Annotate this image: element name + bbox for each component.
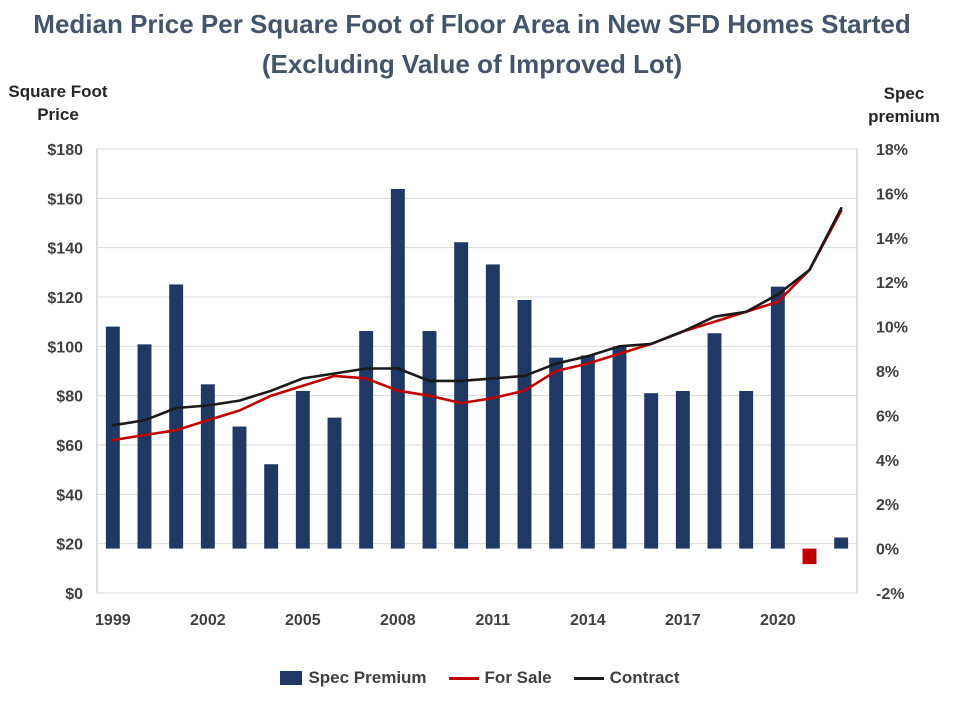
gridlines	[97, 148, 857, 594]
bar-spec-premium	[169, 284, 184, 549]
legend-item-spec-premium: Spec Premium	[280, 668, 427, 688]
y-tick-right-label: -2%	[876, 586, 904, 603]
bar-spec-premium	[580, 355, 595, 549]
bar-spec-premium	[802, 548, 817, 565]
legend: Spec Premium For Sale Contract	[0, 664, 960, 692]
y-tick-left-label: $100	[47, 339, 83, 356]
bar-spec-premium	[454, 242, 469, 549]
y-axis-left-ticks: $0 $20 $40 $60 $80 $100 $120 $140 $160 $180	[47, 142, 83, 603]
legend-swatch-spec-premium	[280, 671, 303, 685]
bar-spec-premium	[612, 346, 627, 549]
bar-spec-premium	[739, 390, 754, 549]
y-tick-left-label: $120	[47, 290, 83, 307]
bar-spec-premium	[644, 393, 659, 549]
y-tick-left-label: $160	[47, 191, 83, 208]
x-tick-label: 1999	[95, 612, 131, 629]
x-tick-label: 2014	[570, 612, 606, 629]
y-axis-left-label: Square Foot Price	[8, 82, 108, 124]
x-tick-label: 2008	[380, 612, 416, 629]
bar-spec-premium	[137, 344, 152, 549]
bar-spec-premium	[327, 417, 342, 549]
x-axis-ticks: 1999 2002 2005 2008 2011 2014 2017 2020	[95, 612, 796, 629]
x-tick-label: 2017	[665, 612, 701, 629]
bar-spec-premium	[359, 331, 374, 549]
bar-spec-premium	[422, 331, 437, 549]
axes	[96, 149, 858, 593]
x-tick-label: 2020	[760, 612, 796, 629]
bar-spec-premium	[200, 384, 215, 549]
y-tick-left-label: $60	[56, 438, 83, 455]
bar-spec-premium	[105, 326, 120, 549]
legend-swatch-for-sale	[448, 676, 479, 680]
y-tick-left-label: $40	[56, 487, 83, 504]
chart-title: Median Price Per Square Foot of Floor Ar…	[33, 9, 911, 79]
bar-spec-premium	[517, 299, 532, 549]
legend-label-spec-premium: Spec Premium	[308, 668, 427, 687]
y-tick-left-label: $140	[47, 241, 83, 258]
y-tick-right-label: 6%	[876, 408, 899, 425]
y-tick-left-label: $20	[56, 537, 83, 554]
spec-premium-bars	[105, 188, 849, 565]
legend-item-for-sale: For Sale	[448, 668, 552, 688]
y-tick-right-label: 16%	[876, 186, 908, 203]
y-tick-right-label: 4%	[876, 453, 899, 470]
x-tick-label: 2002	[190, 612, 226, 629]
y-tick-left-label: $180	[47, 142, 83, 159]
series-line-for-sale	[111, 209, 843, 442]
x-tick-label: 2005	[285, 612, 321, 629]
x-tick-label: 2011	[475, 612, 510, 629]
y-tick-right-label: 8%	[876, 364, 899, 381]
y-tick-right-label: 18%	[876, 142, 908, 159]
y-tick-right-label: 14%	[876, 231, 908, 248]
y-axis-right-label: Spec premium	[868, 84, 940, 126]
legend-label-contract: Contract	[609, 668, 680, 687]
bar-spec-premium	[834, 537, 849, 549]
bar-spec-premium	[707, 333, 722, 549]
y-axis-right-ticks: -2% 0% 2% 4% 6% 8% 10% 12% 14% 16% 18%	[876, 142, 908, 603]
y-tick-right-label: 10%	[876, 320, 908, 337]
y-tick-left-label: $0	[65, 586, 83, 603]
y-tick-right-label: 0%	[876, 542, 899, 559]
bar-spec-premium	[675, 390, 690, 549]
y-tick-left-label: $80	[56, 389, 83, 406]
bar-spec-premium	[295, 390, 310, 549]
y-tick-right-label: 2%	[876, 497, 899, 514]
series-line-contract	[111, 206, 843, 427]
price-lines	[111, 206, 843, 442]
bar-spec-premium	[485, 264, 500, 549]
bar-spec-premium	[770, 286, 785, 549]
bar-spec-premium	[232, 426, 247, 549]
legend-item-contract: Contract	[573, 668, 680, 688]
y-tick-right-label: 12%	[876, 275, 908, 292]
bar-spec-premium	[549, 357, 564, 549]
legend-label-for-sale: For Sale	[484, 668, 552, 687]
legend-swatch-contract	[573, 676, 604, 680]
bar-spec-premium	[264, 464, 279, 549]
